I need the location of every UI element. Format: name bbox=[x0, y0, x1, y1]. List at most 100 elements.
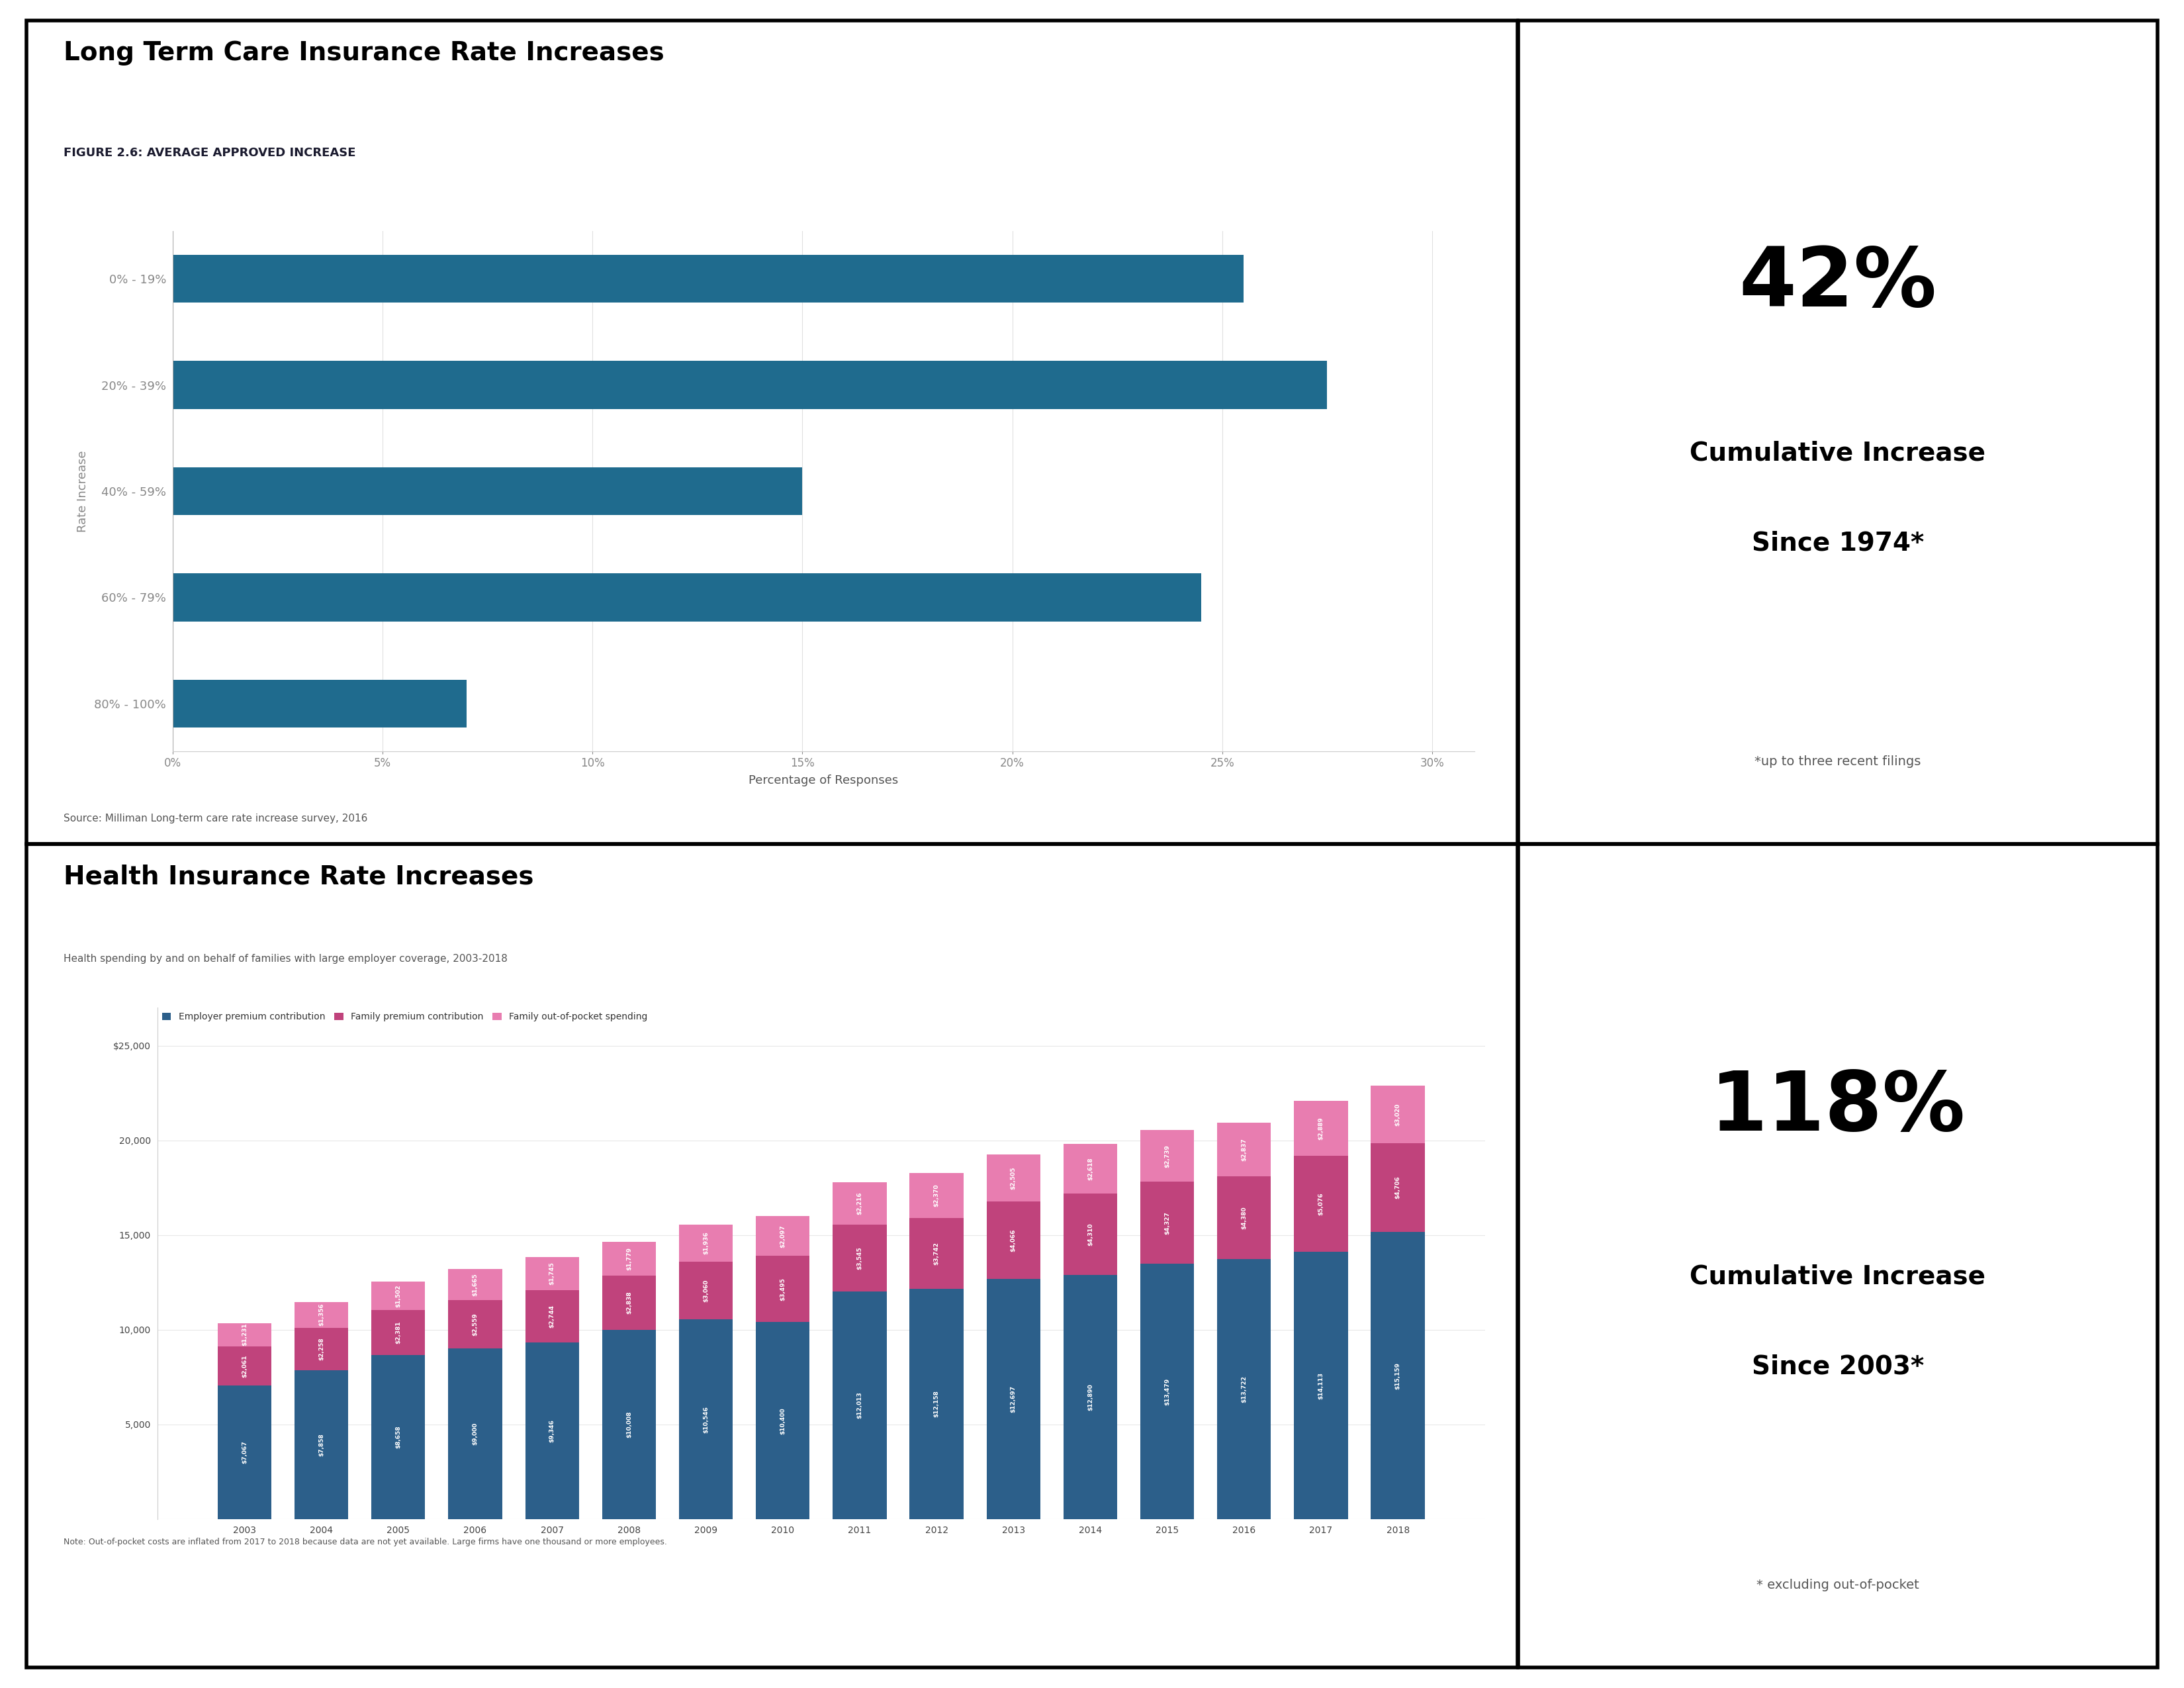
Text: Benefits Survey, 2018, Kaiser/HRET Survey of Employer-Sponsored Health Benefits,: Benefits Survey, 2018, Kaiser/HRET Surve… bbox=[92, 1597, 487, 1605]
Text: FIGURE 2.6: AVERAGE APPROVED INCREASE: FIGURE 2.6: AVERAGE APPROVED INCREASE bbox=[63, 147, 356, 159]
Bar bbox=[832, 1291, 887, 1519]
Text: $8,658: $8,658 bbox=[395, 1426, 402, 1448]
Text: 42%: 42% bbox=[1738, 243, 1937, 324]
Text: Note: Out-of-pocket costs are inflated from 2017 to 2018 because data are not ye: Note: Out-of-pocket costs are inflated f… bbox=[63, 1538, 666, 1546]
Text: $13,722: $13,722 bbox=[1241, 1376, 1247, 1403]
Bar bbox=[1064, 1144, 1118, 1193]
Text: $15,159: $15,159 bbox=[1396, 1362, 1400, 1389]
Y-axis label: Rate Increase: Rate Increase bbox=[76, 451, 90, 532]
Bar bbox=[987, 1155, 1040, 1202]
Bar bbox=[173, 468, 802, 515]
Text: $1,936: $1,936 bbox=[703, 1232, 710, 1254]
Text: Source: KFF analysis of IBM MarketScan Commercial Claims and Encounters Database: Source: KFF analysis of IBM MarketScan C… bbox=[92, 1565, 557, 1573]
Bar bbox=[524, 1258, 579, 1290]
Text: $7,858: $7,858 bbox=[319, 1433, 325, 1457]
Text: $2,370: $2,370 bbox=[933, 1183, 939, 1207]
Bar bbox=[679, 1320, 734, 1519]
Bar bbox=[371, 1310, 426, 1355]
Text: $12,697: $12,697 bbox=[1011, 1386, 1016, 1413]
Bar bbox=[524, 1290, 579, 1342]
Bar bbox=[1216, 1177, 1271, 1259]
Text: $3,495: $3,495 bbox=[780, 1278, 786, 1301]
Text: Cumulative Increase

Since 2003*: Cumulative Increase Since 2003* bbox=[1690, 1264, 1985, 1379]
Text: $1,665: $1,665 bbox=[472, 1273, 478, 1296]
Bar bbox=[218, 1386, 271, 1519]
Bar bbox=[1372, 1232, 1424, 1519]
Text: $2,505: $2,505 bbox=[1011, 1166, 1016, 1190]
Bar bbox=[603, 1330, 655, 1519]
Text: Cumulative Increase

Since 1974*: Cumulative Increase Since 1974* bbox=[1690, 441, 1985, 555]
Text: Health System Tracker: Health System Tracker bbox=[1230, 1614, 1358, 1624]
Text: $12,890: $12,890 bbox=[1088, 1384, 1094, 1411]
Bar bbox=[987, 1202, 1040, 1280]
Bar bbox=[909, 1173, 963, 1219]
Text: 118%: 118% bbox=[1710, 1067, 1966, 1148]
Text: $2,559: $2,559 bbox=[472, 1313, 478, 1335]
Text: $10,400: $10,400 bbox=[780, 1408, 786, 1435]
Text: Long Term Care Insurance Rate Increases: Long Term Care Insurance Rate Increases bbox=[63, 41, 664, 66]
Text: $4,327: $4,327 bbox=[1164, 1212, 1171, 1234]
Bar bbox=[295, 1327, 347, 1371]
Bar bbox=[448, 1300, 502, 1349]
Text: Health spending by and on behalf of families with large employer coverage, 2003-: Health spending by and on behalf of fami… bbox=[63, 954, 507, 964]
Text: $2,061: $2,061 bbox=[242, 1354, 247, 1377]
Bar bbox=[1140, 1182, 1195, 1264]
Text: $2,889: $2,889 bbox=[1317, 1117, 1324, 1139]
Text: $2,097: $2,097 bbox=[780, 1224, 786, 1247]
Bar bbox=[987, 1280, 1040, 1519]
Bar bbox=[371, 1281, 426, 1310]
Text: $4,380: $4,380 bbox=[1241, 1207, 1247, 1229]
Bar bbox=[909, 1219, 963, 1290]
Text: $10,008: $10,008 bbox=[627, 1411, 631, 1438]
Text: $2,381: $2,381 bbox=[395, 1322, 402, 1344]
Text: $2,618: $2,618 bbox=[1088, 1156, 1094, 1180]
Bar bbox=[1216, 1259, 1271, 1519]
Bar bbox=[756, 1322, 810, 1519]
Bar bbox=[832, 1183, 887, 1224]
Bar bbox=[448, 1349, 502, 1519]
Bar bbox=[371, 1355, 426, 1519]
Text: $2,744: $2,744 bbox=[548, 1305, 555, 1328]
Bar bbox=[832, 1224, 887, 1291]
Text: $3,742: $3,742 bbox=[933, 1242, 939, 1264]
Text: * excluding out-of-pocket: * excluding out-of-pocket bbox=[1756, 1578, 1920, 1592]
Bar bbox=[1295, 1156, 1348, 1252]
Bar bbox=[756, 1256, 810, 1322]
Text: Health Insurance Rate Increases: Health Insurance Rate Increases bbox=[63, 864, 533, 890]
Bar bbox=[1372, 1143, 1424, 1232]
Bar bbox=[909, 1290, 963, 1519]
Bar bbox=[603, 1276, 655, 1330]
Text: *up to three recent filings: *up to three recent filings bbox=[1754, 755, 1922, 768]
Bar bbox=[448, 1269, 502, 1300]
Bar bbox=[679, 1261, 734, 1320]
X-axis label: Percentage of Responses: Percentage of Responses bbox=[749, 775, 898, 787]
Text: $2,837: $2,837 bbox=[1241, 1138, 1247, 1161]
Text: $12,158: $12,158 bbox=[933, 1391, 939, 1418]
Text: $7,067: $7,067 bbox=[242, 1442, 247, 1463]
Bar bbox=[1064, 1193, 1118, 1274]
Bar bbox=[295, 1371, 347, 1519]
Bar bbox=[1140, 1264, 1195, 1519]
Text: $14,113: $14,113 bbox=[1317, 1372, 1324, 1399]
Text: $2,838: $2,838 bbox=[627, 1291, 631, 1315]
Bar bbox=[173, 574, 1201, 621]
Text: $3,545: $3,545 bbox=[856, 1246, 863, 1269]
Text: $1,745: $1,745 bbox=[548, 1263, 555, 1285]
Bar bbox=[1295, 1101, 1348, 1156]
Text: $2,216: $2,216 bbox=[856, 1192, 863, 1215]
Bar bbox=[756, 1217, 810, 1256]
Text: • Get the data • PNG: • Get the data • PNG bbox=[92, 1631, 179, 1639]
Bar bbox=[603, 1242, 655, 1276]
Text: $1,231: $1,231 bbox=[242, 1323, 247, 1345]
Text: $13,479: $13,479 bbox=[1164, 1377, 1171, 1404]
Text: $4,706: $4,706 bbox=[1396, 1177, 1400, 1198]
Text: $12,013: $12,013 bbox=[856, 1393, 863, 1420]
Text: Source: Milliman Long-term care rate increase survey, 2016: Source: Milliman Long-term care rate inc… bbox=[63, 814, 367, 824]
Bar bbox=[173, 680, 467, 728]
Bar bbox=[524, 1342, 579, 1519]
Text: $9,346: $9,346 bbox=[548, 1420, 555, 1442]
Text: $1,779: $1,779 bbox=[627, 1247, 631, 1271]
Legend: Employer premium contribution, Family premium contribution, Family out-of-pocket: Employer premium contribution, Family pr… bbox=[162, 1013, 649, 1021]
Bar bbox=[1295, 1252, 1348, 1519]
Bar bbox=[218, 1323, 271, 1347]
